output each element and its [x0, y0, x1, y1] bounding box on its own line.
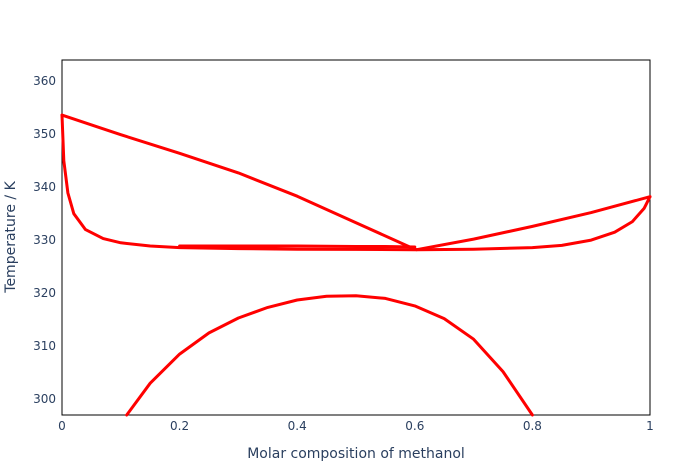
- y-tick-label: 340: [33, 180, 56, 194]
- series-line-4: [125, 294, 534, 417]
- series-layer: [60, 113, 652, 417]
- x-tick-label: 0: [58, 419, 66, 433]
- y-tick-label: 330: [33, 233, 56, 247]
- x-tick-label: 0.6: [405, 419, 424, 433]
- series-line-2: [60, 113, 652, 252]
- y-tick-label: 320: [33, 286, 56, 300]
- x-tick-label: 0.4: [288, 419, 307, 433]
- x-tick-label: 1: [646, 419, 654, 433]
- y-tick-label: 300: [33, 392, 56, 406]
- y-axis-title: Temperature / K: [3, 180, 19, 293]
- series-line-1: [60, 113, 652, 252]
- x-tick-label: 0.2: [170, 419, 189, 433]
- y-axis-ticks: 300 310 320 330 340 350 360: [33, 74, 56, 406]
- plot-area: [60, 59, 652, 417]
- x-axis-ticks: 0 0.2 0.4 0.6 0.8 1: [58, 419, 654, 433]
- y-tick-label: 310: [33, 339, 56, 353]
- x-tick-label: 0.8: [523, 419, 542, 433]
- y-tick-label: 350: [33, 127, 56, 141]
- y-tick-label: 360: [33, 74, 56, 88]
- plot-frame: [61, 59, 651, 416]
- series-line-3: [178, 244, 417, 249]
- x-axis-title: Molar composition of methanol: [247, 446, 465, 462]
